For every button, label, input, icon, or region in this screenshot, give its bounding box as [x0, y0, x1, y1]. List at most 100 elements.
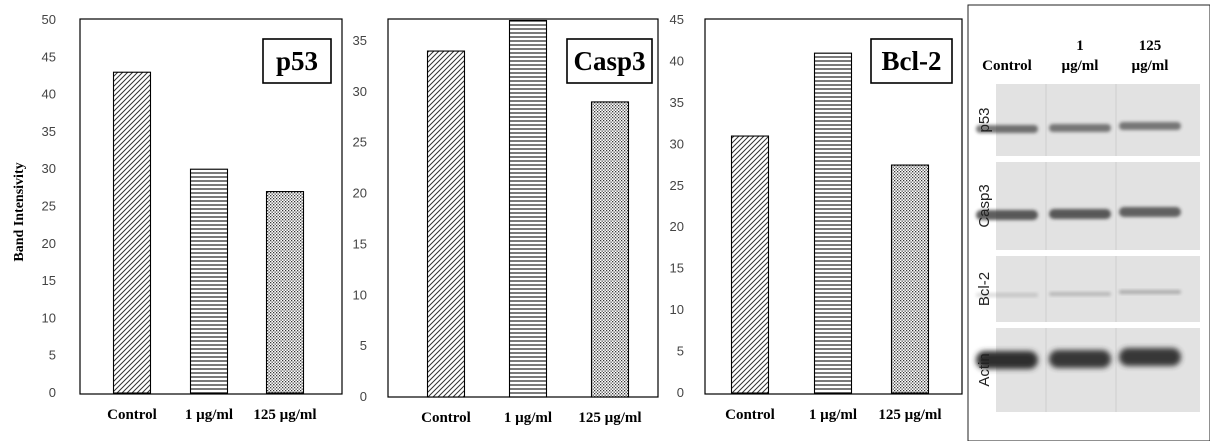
blot-row-casp3: Casp3 — [976, 162, 1200, 250]
blot-band — [1119, 122, 1181, 130]
y-axis-ticks: 0 5 10 15 20 25 30 35 40 45 50 — [42, 12, 56, 400]
x-category-label: 1 µg/ml — [504, 410, 552, 426]
x-axis-categories: Control 1 µg/ml 125 µg/ml — [107, 407, 316, 423]
y-tick-label: 30 — [42, 161, 56, 176]
bar-casp3-1 — [426, 50, 466, 398]
y-tick-label: 5 — [49, 348, 56, 363]
x-category-label: 1 µg/ml — [809, 407, 857, 423]
x-axis-categories: Control 1 µg/ml 125 µg/ml — [421, 410, 641, 426]
blot-row-bcl-2: Bcl-2 — [976, 256, 1200, 322]
y-tick-label: 10 — [670, 302, 684, 317]
blot-band — [1049, 292, 1111, 296]
y-tick-label: 30 — [670, 136, 684, 151]
y-axis-label: Band Intensivity — [12, 162, 27, 261]
bar-p53-2 — [189, 168, 229, 394]
chart-title-box — [262, 38, 332, 84]
y-tick-label: 35 — [670, 95, 684, 110]
blot-row-actin: Actin — [976, 328, 1200, 412]
y-tick-label: 5 — [677, 344, 684, 359]
x-category-label: Control — [421, 410, 471, 426]
blot-membrane-strip — [996, 162, 1200, 250]
blot-column-header: 125 — [1139, 38, 1162, 54]
y-tick-label: 15 — [670, 261, 684, 276]
blot-column-header: µg/ml — [1062, 58, 1099, 74]
blot-band — [976, 125, 1038, 133]
blot-band — [1119, 207, 1181, 217]
x-category-label: Control — [107, 407, 157, 423]
blot-band — [976, 210, 1038, 220]
y-tick-label: 25 — [670, 178, 684, 193]
y-tick-label: 10 — [42, 310, 56, 325]
y-tick-label: 15 — [42, 273, 56, 288]
blot-membrane-strip — [996, 328, 1200, 412]
bar-casp3-2 — [508, 19, 548, 398]
chart-bcl2: 0 5 10 15 20 25 30 35 40 45 Control 1 µg/ml 125 µg/… — [670, 12, 963, 423]
y-tick-label: 15 — [353, 236, 367, 251]
bars — [112, 71, 305, 394]
blot-band — [976, 293, 1038, 297]
chart-title-box — [566, 38, 653, 84]
chart-p53: 0 5 10 15 20 25 30 35 40 45 50 Control 1 µg/ml 125 µ… — [12, 12, 343, 423]
bar-p53-3 — [265, 191, 305, 394]
x-category-label: 125 µg/ml — [253, 407, 316, 423]
blot-row-label: Bcl-2 — [976, 272, 993, 306]
y-tick-label: 20 — [42, 236, 56, 251]
bar-bcl-2-3 — [890, 164, 930, 394]
bars — [426, 19, 630, 398]
blot-band — [1119, 290, 1181, 294]
bar-bcl-2-1 — [730, 135, 770, 394]
blot-membrane-strip — [996, 256, 1200, 322]
y-tick-label: 45 — [670, 12, 684, 27]
y-tick-label: 30 — [353, 84, 367, 99]
blot-membrane-strip — [996, 84, 1200, 156]
chart-title: Casp3 — [573, 46, 645, 76]
chart-title-box — [870, 38, 953, 84]
blot-band — [1049, 209, 1111, 219]
blot-row-label: p53 — [976, 107, 993, 132]
chart-title: Bcl-2 — [882, 46, 942, 76]
blot-band — [1049, 350, 1111, 368]
y-tick-label: 40 — [42, 87, 56, 102]
bars — [730, 52, 930, 394]
y-tick-label: 0 — [360, 389, 367, 404]
y-tick-label: 0 — [49, 385, 56, 400]
blot-band — [1119, 348, 1181, 366]
y-tick-label: 5 — [360, 338, 367, 353]
y-axis-ticks: 0 5 10 15 20 25 30 35 — [353, 33, 367, 404]
y-tick-label: 45 — [42, 49, 56, 64]
y-tick-label: 10 — [353, 287, 367, 302]
y-tick-label: 35 — [353, 33, 367, 48]
y-tick-label: 25 — [353, 135, 367, 150]
blot-band — [976, 351, 1038, 369]
y-axis-ticks: 0 5 10 15 20 25 30 35 40 45 — [670, 12, 684, 400]
x-category-label: 125 µg/ml — [578, 410, 641, 426]
x-category-label: 1 µg/ml — [185, 407, 233, 423]
y-tick-label: 0 — [677, 385, 684, 400]
chart-casp3: 0 5 10 15 20 25 30 35 Control 1 µg/ml 125 µg/ml C… — [353, 18, 659, 426]
bar-bcl-2-2 — [813, 52, 853, 394]
blot-rows: p53 Casp3 Bcl-2 Actin — [976, 84, 1200, 412]
x-axis-categories: Control 1 µg/ml 125 µg/ml — [725, 407, 941, 423]
blot-column-header: µg/ml — [1132, 58, 1169, 74]
blot-column-header: Control — [982, 58, 1032, 74]
blot-column-headers: Control 1 µg/ml 125 µg/ml — [982, 38, 1168, 74]
y-tick-label: 20 — [353, 186, 367, 201]
x-category-label: 125 µg/ml — [878, 407, 941, 423]
bar-p53-1 — [112, 71, 152, 394]
bar-casp3-3 — [590, 101, 630, 398]
blot-row-label: Actin — [976, 353, 993, 386]
blot-column-header: 1 — [1076, 38, 1084, 54]
blot-row-p53: p53 — [976, 84, 1200, 156]
blot-band — [1049, 124, 1111, 132]
x-category-label: Control — [725, 407, 775, 423]
y-tick-label: 20 — [670, 219, 684, 234]
western-blot-panel: Control 1 µg/ml 125 µg/ml p53 Casp3 Bcl-2 Actin — [967, 4, 1210, 442]
y-tick-label: 35 — [42, 124, 56, 139]
y-tick-label: 25 — [42, 199, 56, 214]
blot-row-label: Casp3 — [976, 184, 993, 227]
y-tick-label: 40 — [670, 53, 684, 68]
chart-title: p53 — [276, 46, 318, 76]
y-tick-label: 50 — [42, 12, 56, 27]
